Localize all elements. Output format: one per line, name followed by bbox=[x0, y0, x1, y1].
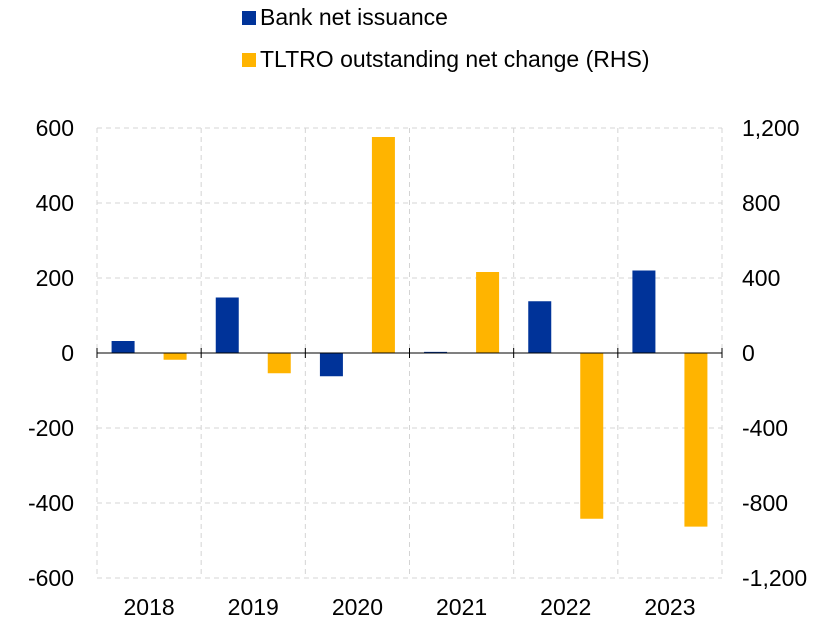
bar-tltro-2022 bbox=[580, 353, 604, 519]
legend-swatch-tltro bbox=[242, 53, 256, 67]
left-axis-tick-label: 600 bbox=[36, 115, 74, 141]
left-axis-tick-label: -400 bbox=[28, 490, 74, 516]
legend-swatch-bank-net-issuance bbox=[242, 11, 256, 25]
bar-bank-net-issuance-2019 bbox=[215, 297, 239, 353]
legend-label-bank-net-issuance: Bank net issuance bbox=[260, 4, 448, 30]
x-axis-tick-label: 2018 bbox=[123, 594, 174, 620]
bar-bank-net-issuance-2021 bbox=[424, 351, 448, 353]
bar-bank-net-issuance-2022 bbox=[528, 301, 552, 353]
legend: Bank net issuance TLTRO outstanding net … bbox=[242, 4, 649, 72]
left-axis-tick-label: 0 bbox=[61, 340, 74, 366]
x-axis-tick-label: 2020 bbox=[332, 594, 383, 620]
right-axis-tick-label: 800 bbox=[742, 190, 780, 216]
x-axis-ticks: 2018 2019 2020 2021 2022 2023 bbox=[123, 594, 695, 620]
x-axis-tick-label: 2023 bbox=[644, 594, 695, 620]
bar-tltro-2021 bbox=[476, 272, 500, 353]
bar-tltro-2020 bbox=[371, 137, 395, 353]
left-axis-ticks: 600 400 200 0 -200 -400 -600 bbox=[28, 115, 74, 591]
right-axis-tick-label: 0 bbox=[742, 340, 755, 366]
bar-tltro-2018 bbox=[163, 353, 187, 360]
left-axis-tick-label: -600 bbox=[28, 565, 74, 591]
axes bbox=[96, 348, 723, 358]
bars bbox=[111, 137, 708, 527]
left-axis-tick-label: 400 bbox=[36, 190, 74, 216]
left-axis-tick-label: -200 bbox=[28, 415, 74, 441]
right-axis-tick-label: 1,200 bbox=[742, 115, 800, 141]
right-axis-tick-label: -1,200 bbox=[742, 565, 807, 591]
bar-bank-net-issuance-2020 bbox=[319, 353, 343, 377]
bar-tltro-2023 bbox=[684, 353, 708, 527]
bar-bank-net-issuance-2018 bbox=[111, 341, 135, 353]
legend-label-tltro: TLTRO outstanding net change (RHS) bbox=[260, 46, 649, 72]
x-axis-tick-label: 2021 bbox=[436, 594, 487, 620]
right-axis-tick-label: 400 bbox=[742, 265, 780, 291]
right-axis-tick-label: -400 bbox=[742, 415, 788, 441]
x-axis-tick-label: 2019 bbox=[228, 594, 279, 620]
right-axis-ticks: 1,200 800 400 0 -400 -800 -1,200 bbox=[742, 115, 807, 591]
bar-bank-net-issuance-2023 bbox=[632, 270, 656, 353]
right-axis-tick-label: -800 bbox=[742, 490, 788, 516]
left-axis-tick-label: 200 bbox=[36, 265, 74, 291]
x-axis-tick-label: 2022 bbox=[540, 594, 591, 620]
bar-tltro-2019 bbox=[267, 353, 291, 374]
